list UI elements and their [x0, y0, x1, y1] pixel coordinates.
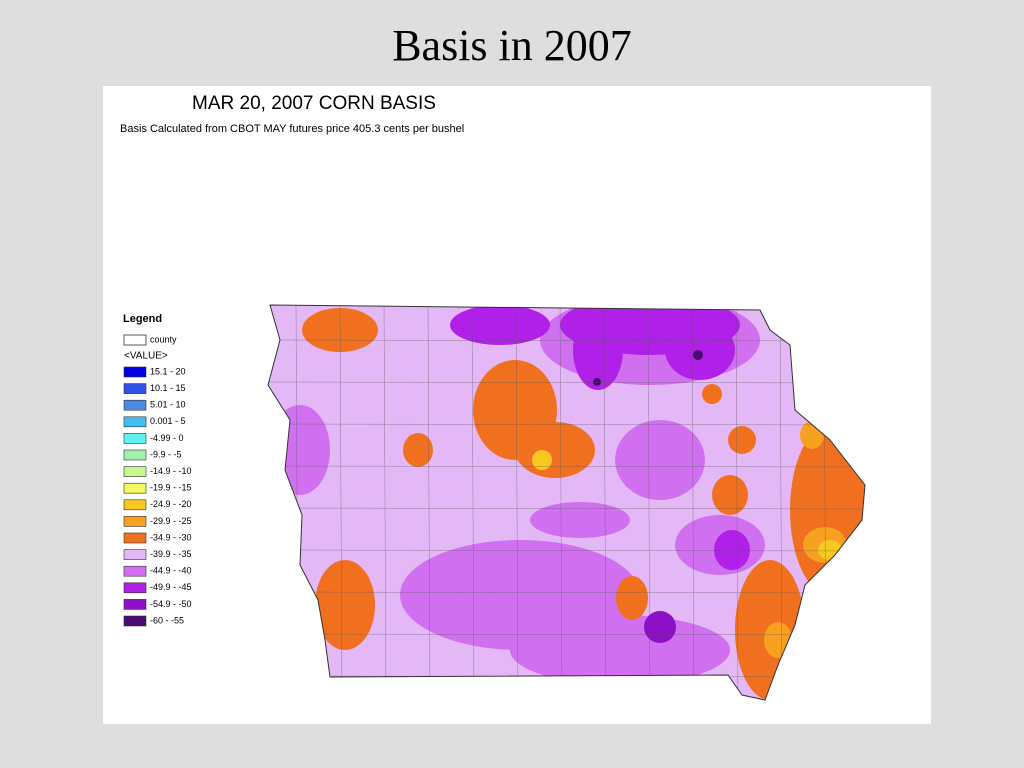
legend-title: Legend — [123, 313, 162, 325]
region — [615, 420, 705, 500]
legend-label: -19.9 - -15 — [150, 483, 192, 493]
legend-swatch — [123, 599, 147, 610]
legend-swatch — [123, 516, 147, 527]
legend-label: -34.9 - -30 — [150, 532, 192, 542]
legend-label: -9.9 - -5 — [150, 449, 182, 459]
county-line — [268, 381, 865, 384]
county-line — [735, 305, 739, 700]
region — [693, 350, 703, 360]
legend-swatch — [123, 466, 147, 477]
legend-label: 10.1 - 15 — [150, 383, 186, 393]
legend-swatch — [123, 482, 147, 494]
legend-label: -4.99 - 0 — [150, 433, 184, 443]
region — [532, 450, 552, 470]
legend-swatch — [123, 416, 147, 428]
legend-label: -14.9 - -10 — [150, 466, 192, 476]
region — [616, 576, 648, 620]
county-line — [383, 305, 387, 700]
legend-label: -60 - -55 — [150, 615, 184, 625]
legend-swatch — [123, 449, 147, 461]
legend-swatch — [123, 366, 147, 378]
county-line — [268, 591, 865, 594]
region — [403, 433, 433, 467]
region — [593, 378, 601, 386]
iowa-map — [268, 305, 865, 700]
county-line — [471, 305, 475, 700]
region — [530, 502, 630, 538]
county-line — [603, 305, 607, 700]
county-swatch — [123, 334, 147, 346]
region — [665, 320, 735, 380]
legend-swatch — [123, 433, 147, 444]
legend-label: -29.9 - -25 — [150, 516, 192, 526]
region — [644, 611, 676, 643]
map-subtitle: Basis Calculated from CBOT MAY futures p… — [120, 123, 464, 135]
county-line — [779, 305, 783, 700]
county-line — [691, 305, 695, 700]
region — [510, 615, 730, 685]
region — [573, 310, 623, 390]
legend-swatch — [123, 565, 147, 577]
map-title: MAR 20, 2007 CORN BASIS — [192, 93, 436, 114]
legend-swatch — [123, 383, 147, 394]
legend-swatch — [123, 499, 147, 511]
legend-label: 5.01 - 10 — [150, 400, 186, 410]
legend-label: -49.9 - -45 — [150, 582, 192, 592]
county-line — [427, 305, 431, 700]
legend-label: 0.001 - 5 — [150, 416, 186, 426]
county-line — [515, 305, 519, 700]
slide-title: Basis in 2007 — [392, 21, 632, 70]
legend-label: -44.9 - -40 — [150, 566, 192, 576]
county-line — [268, 339, 865, 342]
region — [712, 475, 748, 515]
legend-label: 15.1 - 20 — [150, 366, 186, 376]
legend-county: county — [150, 334, 177, 344]
region — [315, 560, 375, 650]
legend-swatch — [123, 399, 147, 411]
legend-swatch — [123, 549, 147, 560]
county-line — [268, 507, 865, 510]
legend-label: -54.9 - -50 — [150, 599, 192, 609]
region — [450, 305, 550, 345]
county-line — [339, 305, 343, 700]
legend-swatch — [123, 532, 147, 544]
region — [714, 530, 750, 570]
legend-label: -24.9 - -20 — [150, 499, 192, 509]
county-line — [268, 423, 865, 426]
region — [728, 426, 756, 454]
legend-label: -39.9 - -35 — [150, 549, 192, 559]
county-line — [268, 633, 865, 636]
legend: 15.1 - 20 10.1 - 15 5.01 - 10 0.001 - 5 -4.9… — [123, 366, 192, 627]
county-line — [268, 465, 865, 468]
legend-value-header: <VALUE> — [124, 351, 168, 362]
county-line — [559, 305, 563, 700]
legend-swatch — [123, 582, 147, 594]
region — [702, 384, 722, 404]
legend-swatch — [123, 615, 147, 627]
county-line — [268, 549, 865, 552]
region — [515, 422, 595, 478]
county-line — [647, 305, 651, 700]
